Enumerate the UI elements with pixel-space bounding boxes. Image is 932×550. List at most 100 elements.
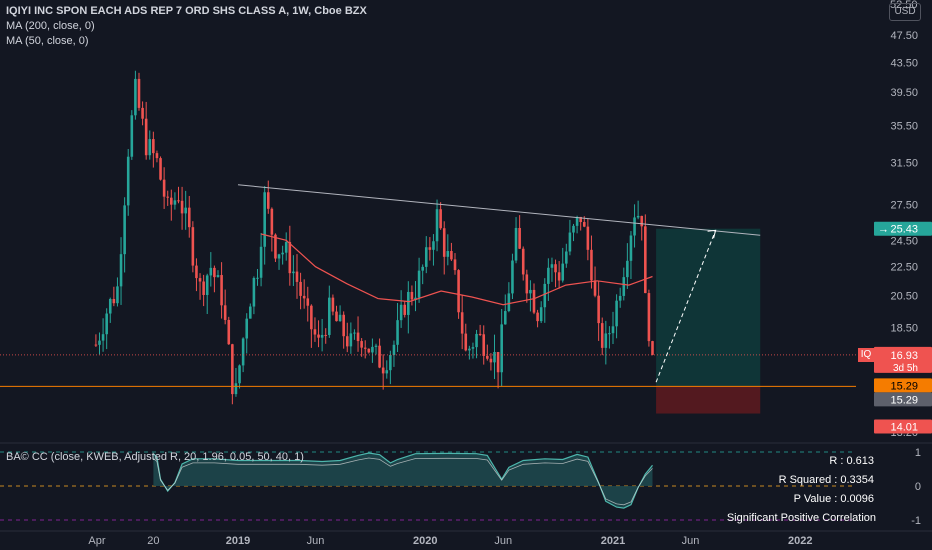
candle-body — [345, 336, 349, 347]
target-price-tag: 25.43 — [890, 224, 918, 236]
candle-body — [503, 311, 507, 325]
candle-body — [557, 272, 561, 281]
bar-countdown: 3d 5h — [893, 363, 918, 374]
candle-body — [313, 329, 317, 335]
candle-body — [270, 208, 274, 235]
price-tick-label: 18.50 — [890, 322, 918, 334]
candle-body — [428, 247, 432, 250]
candle-body — [432, 241, 435, 250]
candle-body — [137, 78, 141, 108]
candle-body — [424, 247, 428, 267]
candle-body — [435, 209, 439, 242]
candle-body — [356, 332, 360, 342]
candle-body — [299, 281, 302, 296]
candle-body — [216, 275, 220, 278]
candle-body — [579, 216, 582, 223]
time-tick-label: 20 — [147, 535, 159, 547]
candle-body — [475, 333, 478, 348]
price-tick-label: 35.50 — [890, 120, 918, 132]
price-tick-label: 22.50 — [890, 262, 918, 274]
candle-body — [205, 275, 209, 295]
candle-body — [213, 267, 216, 278]
price-tick-label: 27.50 — [890, 199, 918, 211]
candle-body — [367, 348, 371, 353]
indicator-tick-label: 0 — [915, 481, 921, 493]
candle-body — [166, 196, 170, 198]
candle-body — [507, 293, 511, 312]
candle-body — [231, 344, 234, 395]
candle-body — [568, 232, 572, 252]
time-tick-label: Jun — [494, 535, 512, 547]
ma50-legend[interactable]: MA (50, close, 0) — [6, 35, 89, 47]
candle-body — [514, 227, 518, 261]
candle-body — [159, 158, 162, 180]
candle-body — [521, 248, 525, 275]
entry-price-tag-gray-bg — [874, 392, 932, 407]
correlation-line — [152, 452, 653, 509]
candle-body — [198, 278, 202, 282]
correlation-indicator: 1 0 -1 — [0, 447, 921, 527]
candle-body — [550, 264, 554, 268]
candle-body — [202, 281, 205, 295]
candle-body — [295, 271, 299, 282]
candle-body — [493, 352, 496, 363]
correlation-r: R : 0.613 — [829, 455, 874, 467]
candle-body — [191, 227, 195, 266]
candle-body — [378, 345, 381, 368]
candle-body — [177, 200, 180, 202]
price-axis: 52.50 47.50 43.50 39.50 35.50 31.50 27.50 24.50… — [874, 0, 932, 439]
target-tag-arrow: → — [878, 224, 889, 236]
ticker-tag: IQ — [858, 348, 874, 362]
candle-body — [608, 333, 611, 335]
target-price-tag-bg — [874, 221, 932, 236]
last-price-tag-bg — [874, 346, 932, 373]
candle-body — [123, 205, 126, 255]
price-grid — [0, 442, 932, 532]
candle-body — [130, 115, 134, 157]
candle-body — [320, 334, 324, 338]
candle-body — [353, 332, 356, 334]
correlation-p-value: P Value : 0.0096 — [793, 493, 874, 505]
candle-body — [536, 312, 539, 322]
candle-body — [187, 207, 191, 228]
candle-body — [266, 192, 270, 209]
time-tick-label: Jun — [307, 535, 325, 547]
candle-body — [363, 347, 367, 349]
candle-body — [238, 365, 241, 384]
currency-selector[interactable]: USD — [889, 3, 921, 21]
candle-body — [349, 333, 353, 347]
candle-body — [629, 235, 633, 261]
correlation-area — [153, 453, 653, 509]
candle-body — [371, 346, 374, 353]
candle-body — [126, 156, 130, 206]
time-tick-label: 2019 — [226, 535, 250, 547]
candle-body — [626, 260, 629, 278]
candle-body — [529, 289, 532, 294]
candle-body — [227, 319, 231, 345]
candle-body — [223, 305, 227, 320]
ma200-legend[interactable]: MA (200, close, 0) — [6, 20, 95, 32]
stop-price-tag: 14.01 — [890, 422, 918, 434]
candle-body — [478, 333, 482, 335]
candle-body — [439, 209, 442, 229]
candle-body — [486, 355, 489, 359]
candle-body — [108, 299, 112, 314]
candle-body — [410, 291, 414, 300]
indicator-legend[interactable]: BA© CC (close, KWEB, Adjusted R, 20, 1.9… — [6, 451, 304, 463]
candle-body — [392, 344, 396, 356]
candle-body — [604, 333, 608, 348]
candle-body — [468, 348, 471, 351]
candle-body — [119, 254, 123, 287]
price-tick-label: 24.50 — [890, 235, 918, 247]
time-axis: Apr 20 2019 Jun 2020 Jun 2021 Jun 2022 — [88, 535, 812, 547]
candle-body — [396, 320, 399, 345]
candle-body — [256, 277, 259, 279]
candle-body — [134, 78, 137, 116]
candle-body — [593, 280, 597, 296]
price-tick-label: 52.50 — [890, 0, 918, 11]
candle-body — [543, 283, 547, 308]
candle-body — [565, 251, 568, 264]
candle-body — [241, 338, 245, 366]
candle-body — [101, 334, 105, 341]
